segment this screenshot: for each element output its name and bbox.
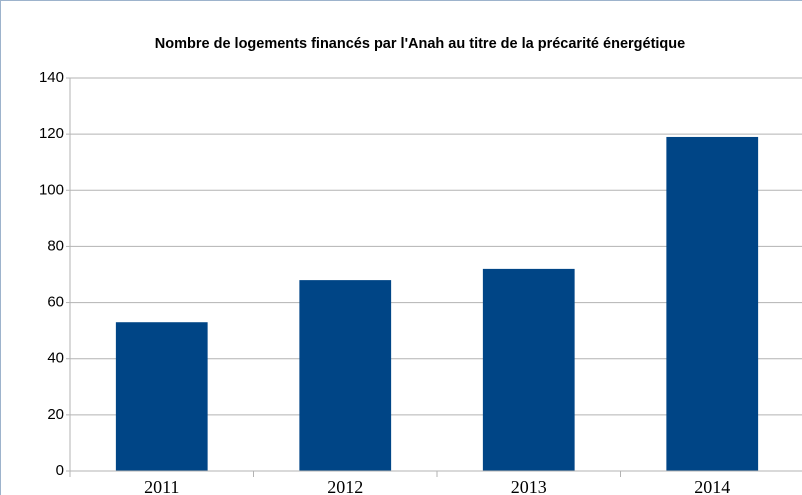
x-tick-label: 2012 <box>327 477 363 495</box>
y-tick-label: 20 <box>47 406 64 423</box>
y-tick-label: 120 <box>39 125 64 142</box>
bar <box>115 322 208 471</box>
y-tick-label: 0 <box>56 462 64 479</box>
x-tick-label: 2014 <box>694 477 730 495</box>
bar <box>299 280 392 471</box>
y-tick-label: 100 <box>39 181 64 198</box>
bar <box>666 136 759 471</box>
chart-title: Nombre de logements financés par l'Anah … <box>155 36 685 52</box>
y-tick-label: 40 <box>47 350 64 367</box>
x-tick-label: 2013 <box>511 477 547 495</box>
y-tick-label: 80 <box>47 237 64 254</box>
x-tick-label: 2011 <box>144 477 179 495</box>
y-tick-label: 60 <box>47 294 64 311</box>
y-tick-label: 140 <box>39 69 64 86</box>
bar <box>482 268 575 471</box>
